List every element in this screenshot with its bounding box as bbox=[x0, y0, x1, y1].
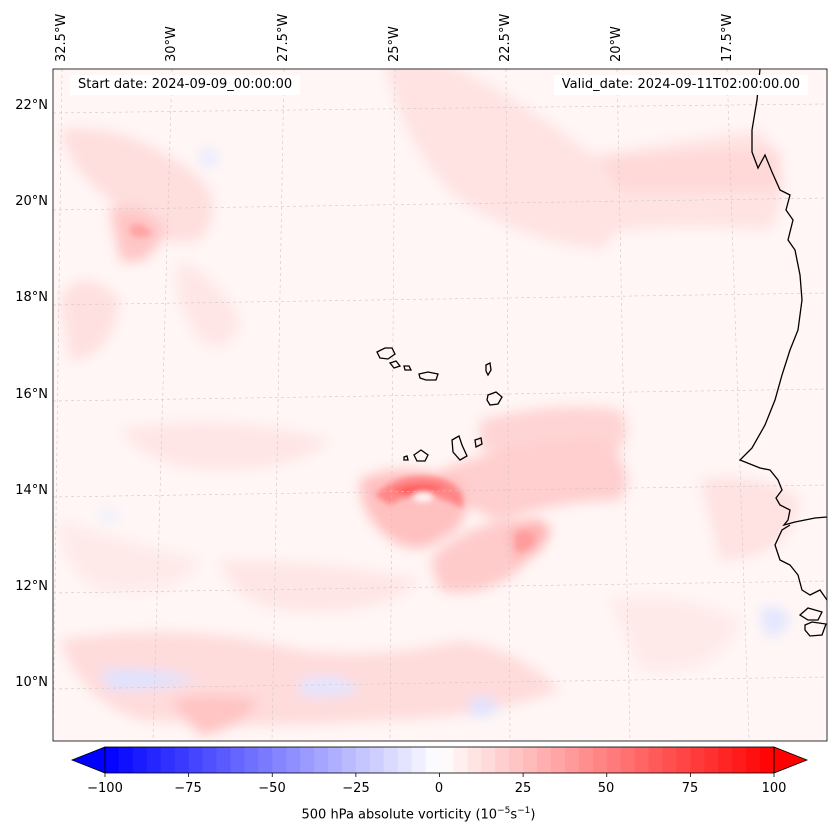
lat-label-22n: 22°N bbox=[15, 98, 48, 113]
colorbar-segment bbox=[718, 747, 733, 773]
lat-label-18n: 18°N bbox=[15, 290, 48, 305]
vorticity-field bbox=[60, 69, 800, 735]
lat-label-16n: 16°N bbox=[15, 387, 48, 402]
lon-label-22-5w: 22.5°W bbox=[498, 13, 513, 62]
colorbar-segment bbox=[439, 747, 454, 773]
colorbar-segment bbox=[300, 747, 315, 773]
colorbar-segment bbox=[634, 747, 650, 773]
colorbar-segment bbox=[105, 747, 120, 773]
colorbar-segment bbox=[732, 747, 747, 773]
colorbar-tick: 25 bbox=[514, 781, 532, 796]
lat-label-10n: 10°N bbox=[15, 675, 48, 690]
colorbar-tick: 100 bbox=[761, 781, 787, 796]
map-area[interactable] bbox=[53, 40, 827, 741]
colorbar-segment bbox=[328, 747, 343, 773]
start-date-label: Start date: 2024-09-09_00:00:00 bbox=[70, 75, 301, 95]
colorbar-tick: −75 bbox=[174, 781, 202, 796]
colorbar-label-main: 500 hPa absolute vorticity (10 bbox=[301, 807, 498, 823]
colorbar-label-mid: s bbox=[510, 807, 518, 823]
colorbar-label-end: ) bbox=[530, 807, 536, 823]
lat-label-14n: 14°N bbox=[15, 483, 48, 498]
vorticity-core bbox=[130, 223, 535, 552]
colorbar-segment bbox=[620, 747, 636, 773]
colorbar-segment bbox=[676, 747, 691, 773]
map-frame bbox=[52, 68, 828, 742]
colorbar-label-exp2: −1 bbox=[517, 806, 531, 816]
colorbar-extend-min bbox=[70, 746, 106, 774]
colorbar-tick: 75 bbox=[681, 781, 699, 796]
colorbar-segment bbox=[523, 747, 538, 773]
colorbar-segment bbox=[509, 747, 524, 773]
colorbar-segment bbox=[272, 747, 287, 773]
colorbar-segment bbox=[704, 747, 719, 773]
colorbar-segment bbox=[174, 747, 190, 773]
lat-label-12n: 12°N bbox=[15, 579, 48, 594]
colorbar-segment bbox=[314, 747, 329, 773]
colorbar-segment bbox=[537, 747, 552, 773]
colorbar-segment bbox=[355, 747, 371, 773]
lon-label-20w: 20°W bbox=[609, 26, 624, 62]
graticule bbox=[53, 69, 827, 741]
colorbar-segment bbox=[369, 747, 385, 773]
colorbar-segment bbox=[411, 747, 427, 773]
colorbar-segment bbox=[453, 747, 468, 773]
colorbar bbox=[70, 746, 809, 777]
colorbar-tick: −50 bbox=[258, 781, 286, 796]
colorbar-tick: −100 bbox=[87, 781, 123, 796]
colorbar-segment bbox=[564, 747, 580, 773]
colorbar-segment bbox=[648, 747, 663, 773]
lon-label-17-5w: 17.5°W bbox=[720, 13, 735, 62]
colorbar-segment bbox=[481, 747, 496, 773]
colorbar-segment bbox=[425, 747, 440, 773]
colorbar-segment bbox=[760, 747, 775, 773]
colorbar-tick: 0 bbox=[434, 781, 444, 796]
colorbar-segment bbox=[132, 747, 148, 773]
cape-verde-islands bbox=[376, 347, 503, 462]
lon-label-30w: 30°W bbox=[164, 26, 179, 62]
colorbar-segment bbox=[690, 747, 705, 773]
colorbar-segment bbox=[551, 747, 566, 773]
colorbar-segment bbox=[216, 747, 231, 773]
colorbar-segment bbox=[160, 747, 176, 773]
colorbar-segment bbox=[230, 747, 245, 773]
colorbar-segment bbox=[467, 747, 482, 773]
colorbar-segment bbox=[258, 747, 273, 773]
colorbar-segment bbox=[286, 747, 301, 773]
lon-label-27-5w: 27.5°W bbox=[276, 13, 291, 62]
valid-date-label: Valid_date: 2024-09-11T02:00:00.00 bbox=[553, 75, 808, 95]
colorbar-segment bbox=[746, 747, 761, 773]
colorbar-extend-max bbox=[773, 746, 809, 774]
colorbar-segment bbox=[188, 747, 204, 773]
colorbar-segment bbox=[244, 747, 259, 773]
colorbar-label-exp1: −5 bbox=[497, 806, 511, 816]
colorbar-segment bbox=[606, 747, 622, 773]
colorbar-segment bbox=[118, 747, 134, 773]
colorbar-segment bbox=[383, 747, 399, 773]
coastline bbox=[738, 69, 827, 637]
colorbar-label: 500 hPa absolute vorticity (10−5s−1) bbox=[0, 806, 837, 822]
colorbar-segment bbox=[592, 747, 608, 773]
colorbar-segment bbox=[397, 747, 413, 773]
lon-label-25w: 25°W bbox=[387, 26, 402, 62]
colorbar-segment bbox=[202, 747, 217, 773]
colorbar-tick: −25 bbox=[342, 781, 370, 796]
colorbar-segment bbox=[578, 747, 594, 773]
colorbar-segment bbox=[495, 747, 510, 773]
colorbar-segment bbox=[662, 747, 677, 773]
lat-label-20n: 20°N bbox=[15, 194, 48, 209]
africa-coast bbox=[738, 69, 827, 527]
colorbar-tick: 50 bbox=[597, 781, 615, 796]
colorbar-segment bbox=[341, 747, 357, 773]
lon-label-32-5w: 32.5°W bbox=[54, 13, 69, 62]
colorbar-segment bbox=[146, 747, 162, 773]
